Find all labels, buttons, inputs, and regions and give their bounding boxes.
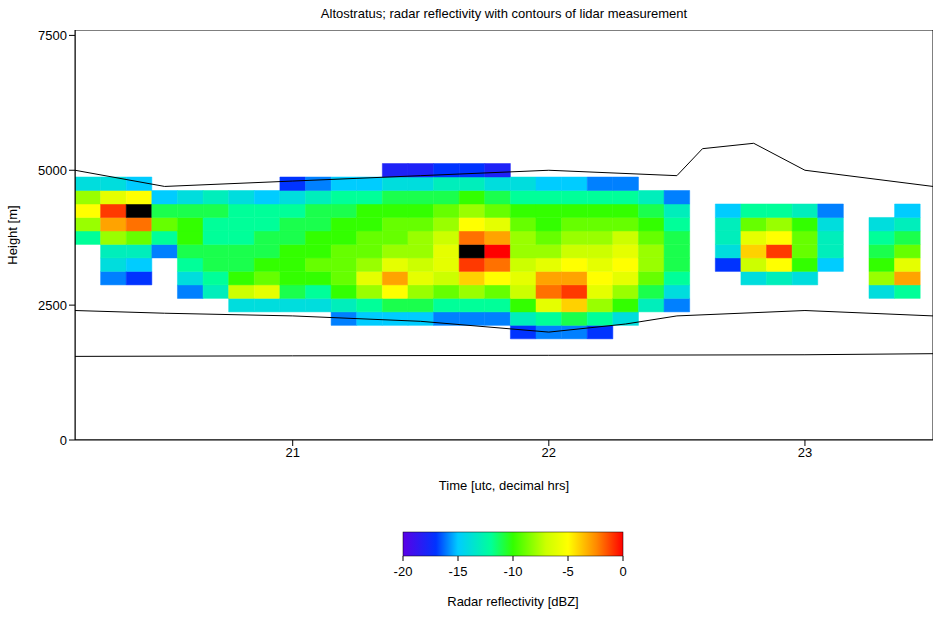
svg-text:-5: -5 — [562, 564, 574, 579]
svg-text:Radar reflectivity [dBZ]: Radar reflectivity [dBZ] — [447, 594, 579, 609]
svg-text:-10: -10 — [504, 564, 523, 579]
svg-text:-15: -15 — [449, 564, 468, 579]
svg-text:0: 0 — [60, 433, 67, 448]
svg-text:21: 21 — [285, 445, 299, 460]
svg-text:0: 0 — [619, 564, 626, 579]
svg-text:5000: 5000 — [38, 163, 67, 178]
svg-text:-20: -20 — [394, 564, 413, 579]
svg-text:23: 23 — [798, 445, 812, 460]
svg-text:Time [utc, decimal hrs]: Time [utc, decimal hrs] — [439, 478, 569, 493]
html-text:Altostratus; radar reflectivit: Altostratus; radar reflectivity with con… — [320, 6, 688, 21]
svg-text:22: 22 — [542, 445, 556, 460]
svg-text:7500: 7500 — [38, 28, 67, 43]
svg-text:2500: 2500 — [38, 298, 67, 313]
svg-text:Height [m]: Height [m] — [5, 205, 20, 264]
